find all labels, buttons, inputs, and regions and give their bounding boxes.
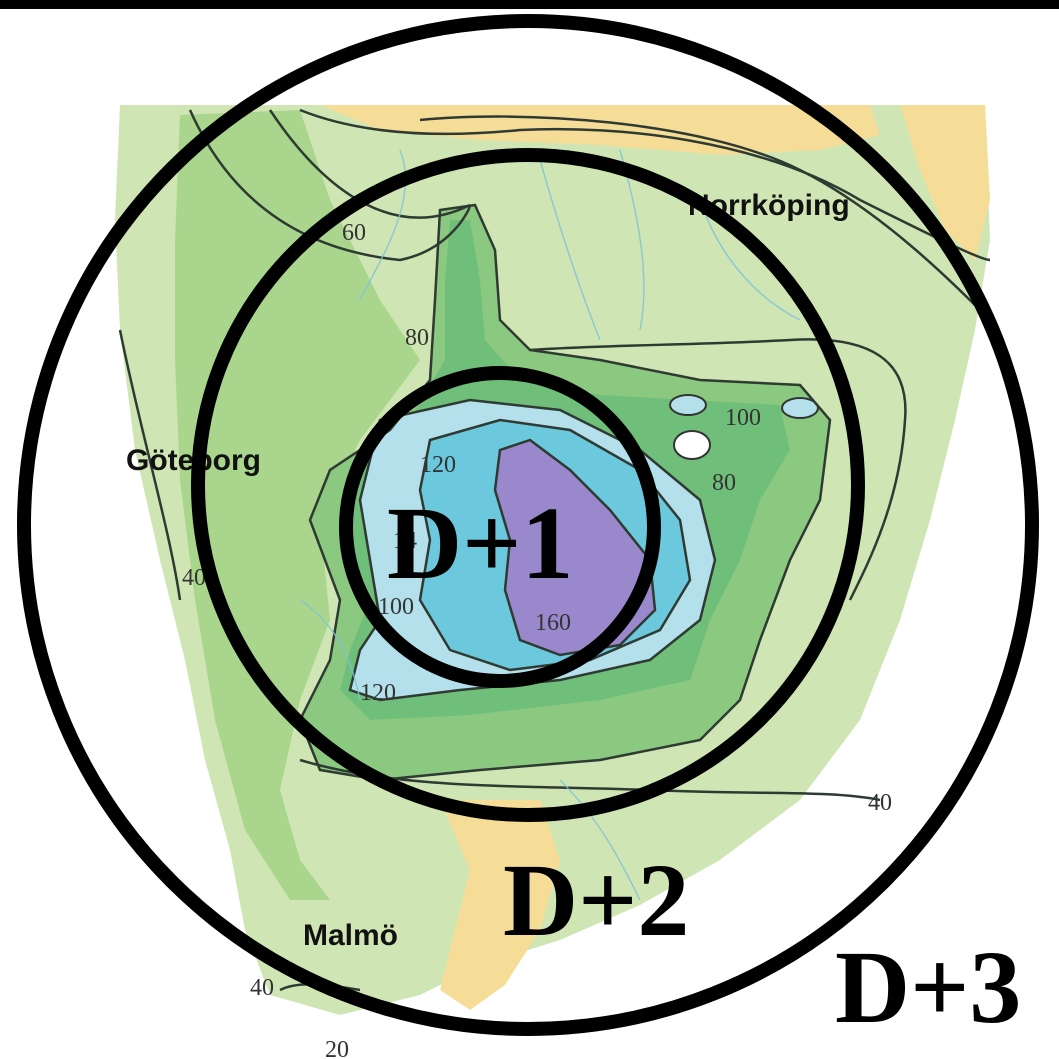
ring-d1: [339, 366, 661, 688]
contour-label: 120: [420, 452, 456, 478]
contour-label: 100: [378, 594, 414, 620]
contour-label: 40: [868, 790, 892, 816]
zone-label-d1: D+1: [387, 486, 573, 601]
contour-label: 160: [535, 610, 571, 636]
city-malmo: Malmö: [303, 919, 398, 952]
purple-region: [495, 440, 655, 655]
contour-label: 14: [393, 528, 417, 554]
top-border-bar: [0, 0, 1059, 9]
ring-d2: [191, 148, 865, 822]
zone-label-d2: D+2: [503, 843, 689, 958]
ring-d3: [17, 14, 1039, 1036]
sand-east: [900, 105, 990, 260]
contour-label: 60: [342, 220, 366, 246]
green-region-west: [175, 110, 420, 900]
contour-label: 40: [250, 975, 274, 1001]
lake: [781, 397, 819, 419]
contour-label: 80: [405, 325, 429, 351]
contour-label: 120: [360, 680, 396, 706]
contour-label: 80: [712, 470, 736, 496]
contour-label: 100: [725, 405, 761, 431]
contour-label: 20: [325, 1037, 349, 1059]
sand-south: [440, 800, 560, 1010]
lake: [673, 430, 711, 460]
zone-label-d3: D+3: [835, 930, 1021, 1045]
contour-lines: [118, 108, 991, 992]
lake: [669, 394, 707, 416]
